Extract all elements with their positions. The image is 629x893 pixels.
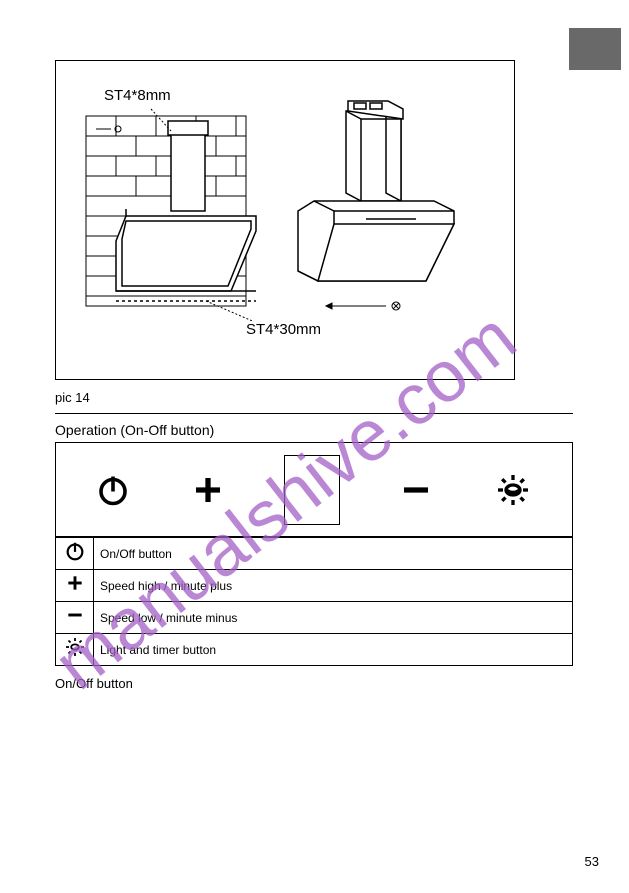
function-desc: Speed high / minute plus [94, 570, 573, 602]
page-content: ST4*8mm ST4*30mm pic 14 Operation (On-Of… [55, 60, 573, 691]
page-number: 53 [585, 854, 599, 869]
table-row: Light and timer button [56, 634, 573, 666]
screw-label-top: ST4*8mm [104, 87, 171, 104]
function-table: On/Off button Speed high / minute plus S… [55, 537, 573, 666]
minus-icon [56, 602, 94, 634]
plus-icon [56, 570, 94, 602]
function-desc: Speed low / minute minus [94, 602, 573, 634]
light-icon [56, 634, 94, 666]
plus-icon [190, 472, 226, 508]
power-icon [95, 472, 131, 508]
section-heading: Operation (On-Off button) [55, 422, 573, 438]
display-screen-icon [284, 455, 340, 525]
table-row: Speed low / minute minus [56, 602, 573, 634]
control-panel-figure [55, 442, 573, 537]
screw-label-bottom: ST4*30mm [246, 321, 321, 338]
light-icon [493, 470, 533, 510]
power-icon [56, 538, 94, 570]
table-row: Speed high / minute plus [56, 570, 573, 602]
minus-icon [398, 472, 434, 508]
installation-figure: ST4*8mm ST4*30mm [55, 60, 515, 380]
divider [55, 413, 573, 414]
function-desc: Light and timer button [94, 634, 573, 666]
figure-caption: pic 14 [55, 390, 573, 405]
note-text: On/Off button [55, 676, 573, 691]
page-side-tab [569, 28, 621, 70]
table-row: On/Off button [56, 538, 573, 570]
function-desc: On/Off button [94, 538, 573, 570]
